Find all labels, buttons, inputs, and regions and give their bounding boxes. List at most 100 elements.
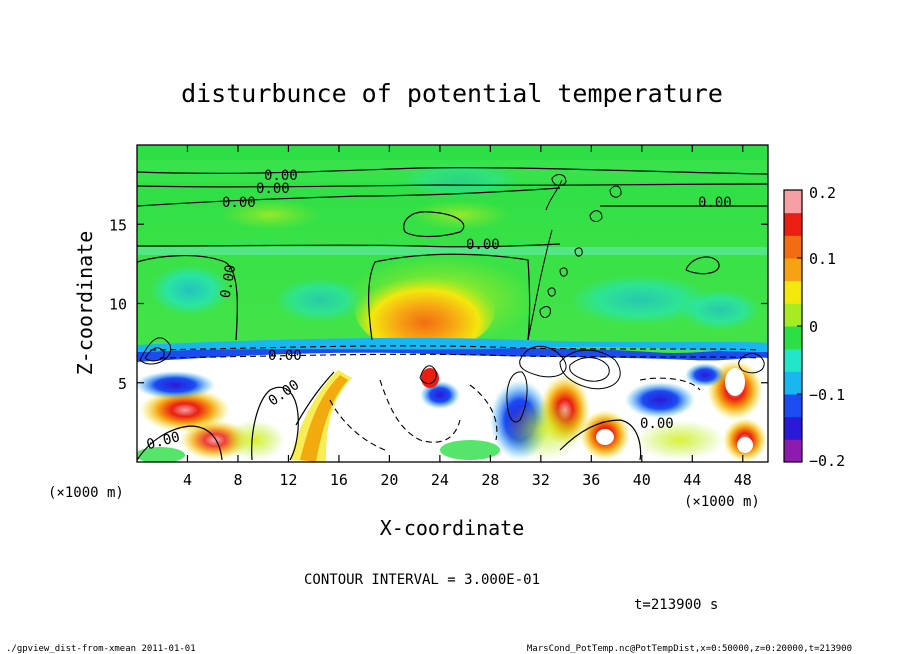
colorbar-swatch [784,371,802,395]
cyan-patch [275,278,365,322]
colorbar-swatch [784,303,802,327]
x-tick-label: 20 [380,471,398,489]
footer-left: ./gpview_dist-from-xmean 2011-01-01 [6,644,196,654]
colorbar-tick-label: 0.2 [809,184,836,202]
white-blob [596,429,614,445]
contour-label: 0.00 [640,416,674,432]
contour-line [295,371,335,426]
contour-line [379,379,461,443]
blue-blob [625,382,695,418]
contour-line [609,185,622,198]
contour-line [368,253,531,341]
colorbar-tick-label: 0.1 [809,250,836,268]
contour-line [559,267,568,277]
y-axis-label: Z-coordinate [73,231,97,376]
contour-line [559,419,642,461]
x-tick-label: 28 [481,471,499,489]
colorbar-swatch [784,235,802,259]
green-blob [440,440,500,460]
colorbar-swatch [784,416,802,440]
yellow-patch [220,200,320,230]
contour-line [419,365,437,385]
colorbar [783,189,803,463]
contour-line [506,371,528,423]
y-axis: 5 10 15 [109,216,768,393]
cyan-band [137,337,768,352]
colorbar-swatch [784,439,802,463]
x-axis-label: X-coordinate [380,516,525,540]
colorbar-swatch [784,326,802,350]
plot-area: 0.00 0.00 0.00 0.00 0.00 0.00 0.00 0.00 … [137,145,768,462]
y-tick-label: 10 [109,296,127,314]
colorbar-swatch [784,190,802,214]
contour-interval-text: CONTOUR INTERVAL = 3.000E-01 [304,572,540,588]
time-text: t=213900 s [634,597,718,613]
contour-line [589,210,603,223]
contour-line [738,353,765,374]
contour-line [547,287,556,297]
field-band-cyan [137,247,768,255]
contour-label: 0.00 [256,181,290,197]
cyan-patch [150,265,230,315]
contour-line [137,243,561,248]
contour-lines [137,167,768,461]
contour-label: 0.00 [466,237,500,253]
colorbar-swatch [784,280,802,304]
cyan-patch [400,162,520,198]
turbulent-contours [139,174,765,423]
x-tick-label: 24 [431,471,449,489]
white-blob [725,368,745,396]
cyan-patch [680,290,760,330]
colorbar-swatch [784,348,802,372]
contour-line [403,211,465,238]
contour-line [137,255,238,341]
colorbar-swatch [784,394,802,418]
contour-line [685,256,720,275]
contour-line [559,349,621,390]
contour-label: 0.00 [268,348,302,364]
contour-line [144,347,165,362]
contour-line [137,167,768,175]
y-tick-label: 5 [118,375,127,393]
colorbar-swatch [784,258,802,282]
contour-line [149,345,761,351]
colorbar-swatch [784,212,802,236]
contour-line [527,229,553,341]
contour-label: 0.00 [218,263,240,299]
green-blob [137,447,185,462]
x-tick-label: 16 [330,471,348,489]
x-unit-label-right: (×1000 m) [684,494,760,510]
y-tick-label: 15 [109,216,127,234]
contour-label: 0.00 [222,195,256,211]
contour-line [137,425,223,461]
contour-label: 0.00 [264,168,298,184]
yellow-blob [225,420,285,460]
colorbar-tick-label: 0 [809,318,818,336]
chart-title: disturbunce of potential temperature [181,79,723,108]
contour-line [159,353,761,359]
contour-line [251,386,299,461]
x-tick-label: 44 [683,471,701,489]
x-tick-label: 36 [582,471,600,489]
x-tick-label: 12 [279,471,297,489]
yellow-streak [290,370,352,462]
colorbar-tick-label: −0.1 [809,386,845,404]
contour-line [639,377,701,391]
x-tick-label: 8 [233,471,242,489]
contour-line [545,179,563,211]
contour-line [551,174,567,186]
contour-lines-dashed [149,345,761,451]
cyan-patch [570,275,710,325]
yellow-blob [635,420,725,460]
contour-line [569,357,610,382]
contour-line [139,337,172,365]
x-axis: 4 8 12 16 20 24 28 32 36 40 44 48 [183,145,752,489]
colorbar-tick-label: −0.2 [809,452,845,470]
yellow-blob [505,400,585,460]
blue-blob [685,363,725,387]
x-tick-label: 40 [633,471,651,489]
colorbar-ticks: 0.2 0.1 0 −0.1 −0.2 [797,184,845,470]
contour-line [539,306,551,318]
contour-label: 0.00 [698,195,732,211]
